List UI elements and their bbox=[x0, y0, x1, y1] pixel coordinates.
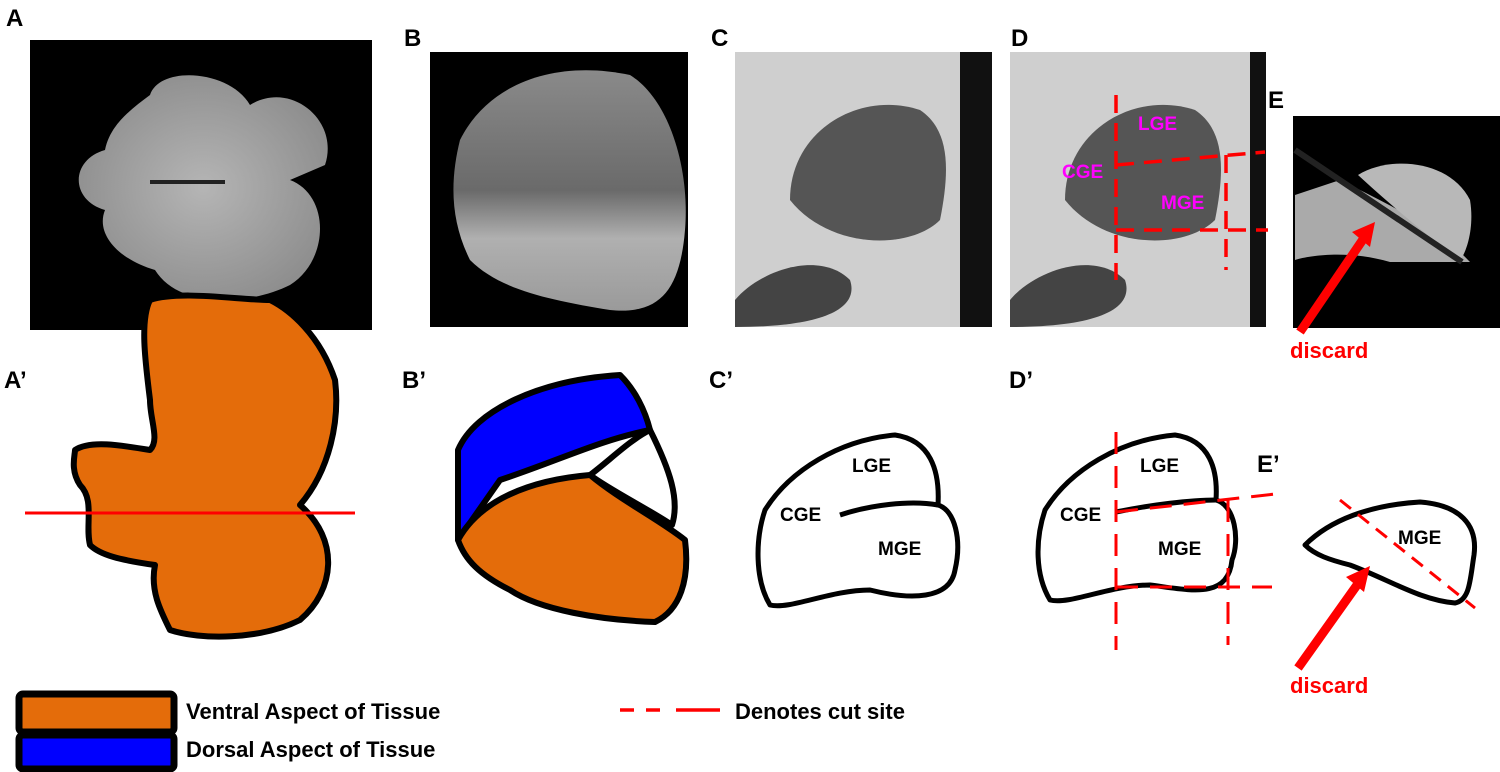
region-label-mge-d: MGE bbox=[1158, 539, 1201, 560]
diagram-a-prime bbox=[25, 292, 355, 640]
photo-b bbox=[430, 52, 688, 327]
diagram-b-prime bbox=[455, 372, 690, 625]
discard-label-e-prime: discard bbox=[1290, 673, 1368, 698]
panel-label-e-prime: E’ bbox=[1257, 451, 1280, 478]
region-label-cge-d: CGE bbox=[1060, 505, 1101, 526]
discard-label-e: discard bbox=[1290, 338, 1368, 363]
region-label-lge-c: LGE bbox=[852, 456, 891, 477]
region-label-mge-e: MGE bbox=[1398, 528, 1441, 549]
cut-lines-d-prime bbox=[1114, 432, 1276, 650]
legend-label-dorsal: Dorsal Aspect of Tissue bbox=[186, 737, 435, 762]
panel-label-c-prime: C’ bbox=[709, 367, 733, 394]
photo-e bbox=[1293, 116, 1500, 328]
arrow-head-icon bbox=[1346, 566, 1370, 592]
panel-label-b: B bbox=[404, 25, 421, 52]
panel-label-c: C bbox=[711, 25, 728, 52]
legend-swatch-dorsal bbox=[15, 731, 178, 772]
panel-label-a-prime: A’ bbox=[4, 367, 27, 394]
photo-c bbox=[735, 52, 992, 327]
region-label-lge-d: LGE bbox=[1140, 456, 1179, 477]
panel-label-b-prime: B’ bbox=[402, 367, 426, 394]
region-label-cge-c: CGE bbox=[780, 505, 821, 526]
discard-arrow-e bbox=[1296, 229, 1372, 335]
panel-label-d: D bbox=[1011, 25, 1028, 52]
diagram-d-prime bbox=[1035, 432, 1276, 650]
diagram-c-prime bbox=[755, 432, 961, 609]
legend-label-ventral: Ventral Aspect of Tissue bbox=[186, 699, 440, 724]
region-label-mge-c: MGE bbox=[878, 539, 921, 560]
arrow-head-icon bbox=[1352, 222, 1375, 247]
legend-label-cut-site: Denotes cut site bbox=[735, 699, 905, 724]
region-label-cge-photo: CGE bbox=[1062, 162, 1103, 183]
cut-lines-d bbox=[1114, 95, 1268, 280]
panel-label-a: A bbox=[6, 5, 23, 32]
discard-arrow-e-prime bbox=[1294, 575, 1366, 671]
photo-d: LGE CGE MGE bbox=[1010, 52, 1268, 327]
panel-label-d-prime: D’ bbox=[1009, 367, 1033, 394]
legend-swatch-ventral bbox=[15, 690, 178, 736]
region-label-lge-photo: LGE bbox=[1138, 114, 1177, 135]
panel-label-e: E bbox=[1268, 87, 1284, 114]
diagram-e-prime bbox=[1302, 498, 1478, 610]
region-label-mge-photo: MGE bbox=[1161, 193, 1204, 214]
photo-a bbox=[30, 40, 372, 330]
legend: Ventral Aspect of Tissue Dorsal Aspect o… bbox=[15, 690, 905, 772]
